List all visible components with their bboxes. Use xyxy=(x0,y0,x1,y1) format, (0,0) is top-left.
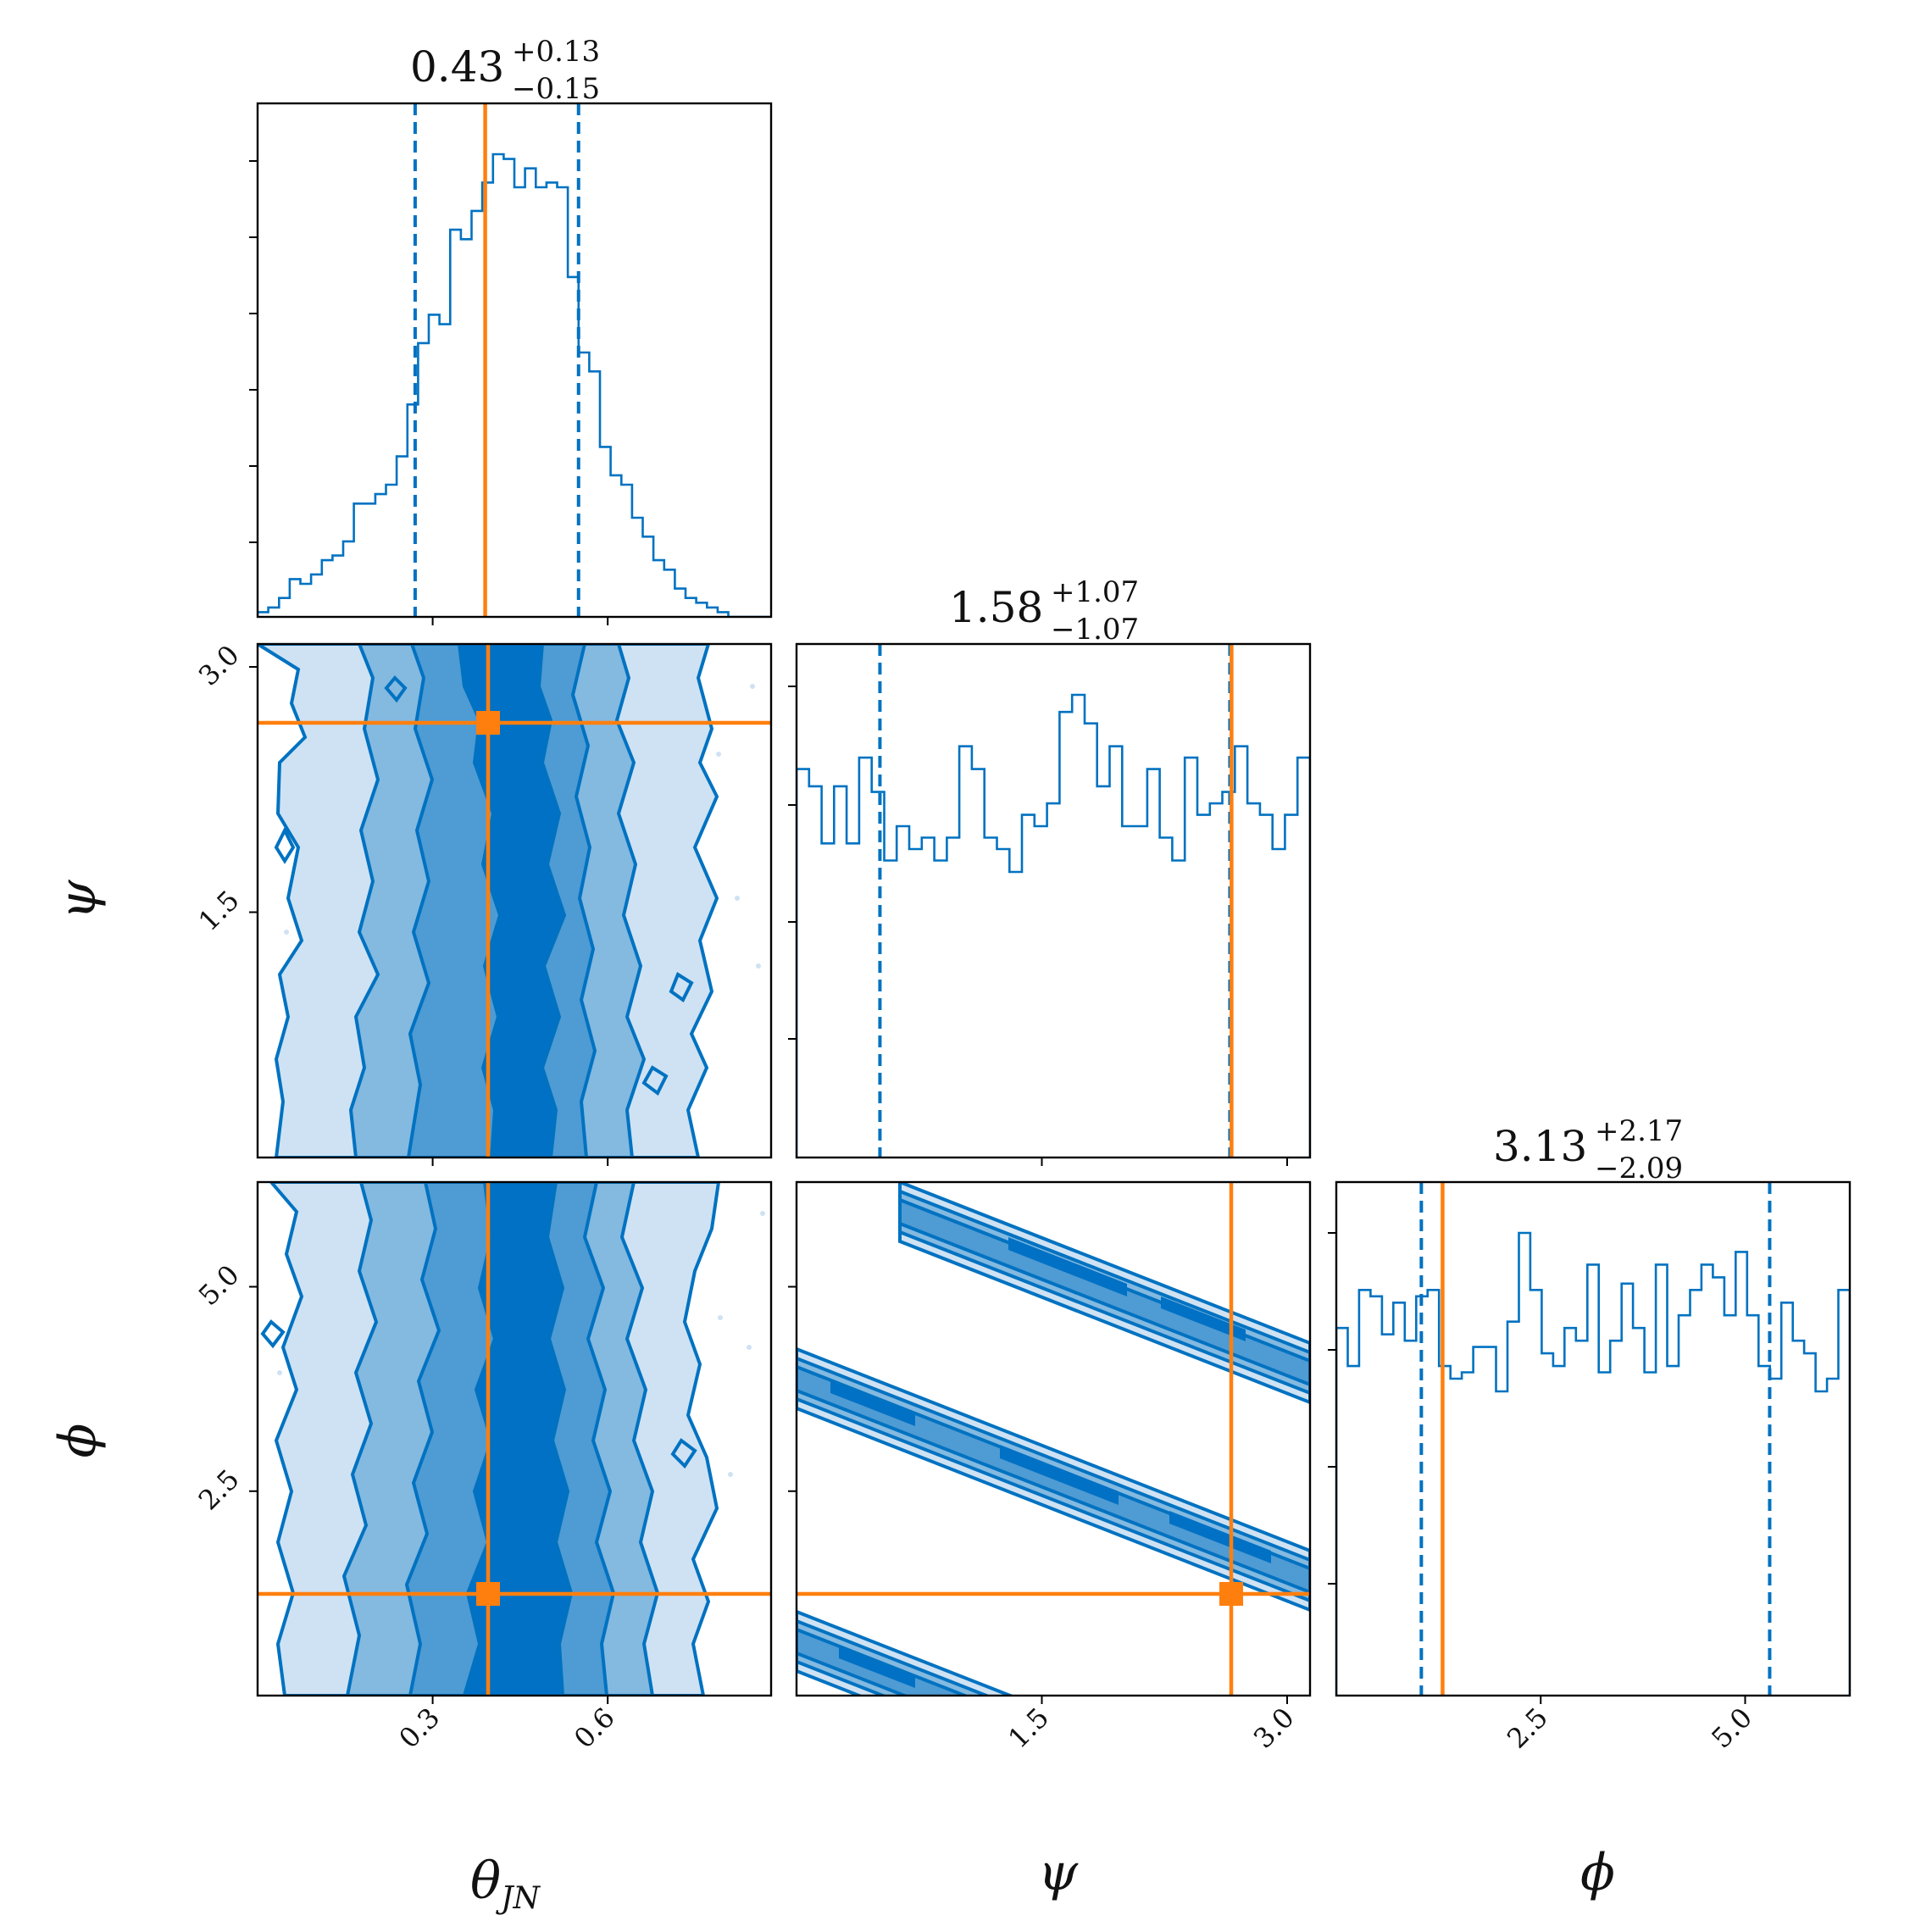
histogram-psi xyxy=(797,693,1310,1158)
title-minus-theta-jn: −0.15 xyxy=(512,72,600,106)
title-median-theta-jn: 0.43 xyxy=(410,42,504,92)
scatter-points xyxy=(284,684,761,1113)
title-phi: 3.13 +2.17 −2.09 xyxy=(1493,1114,1683,1185)
xtick-label-theta_jn: 0.6 xyxy=(568,1702,621,1755)
axes-frame-theta-jn-phi xyxy=(256,1180,773,1697)
xlabel-psi: ψ xyxy=(1038,1843,1079,1902)
histogram-phi xyxy=(1336,1231,1850,1696)
title-plus-theta-jn: +0.13 xyxy=(512,35,600,69)
truth-marker xyxy=(1219,1582,1243,1606)
ytick-label-phi: 2.5 xyxy=(192,1463,246,1517)
ytick-label-psi: 3.0 xyxy=(192,639,246,692)
histogram-theta-jn xyxy=(258,153,771,617)
truth-marker xyxy=(476,711,500,735)
band-lower xyxy=(797,1609,1015,1696)
title-plus-phi: +2.17 xyxy=(1595,1114,1683,1148)
band-middle xyxy=(797,1346,1310,1613)
axes-frame-psi-hist xyxy=(795,642,1312,1159)
title-median-phi: 3.13 xyxy=(1493,1122,1587,1171)
title-median-psi: 1.58 xyxy=(949,583,1043,632)
title-theta-jn: 0.43 +0.13 −0.15 xyxy=(410,35,600,106)
hist-panel-theta-jn xyxy=(258,103,771,617)
ytick-label-psi: 1.5 xyxy=(192,884,246,937)
ylabel-phi: ϕ xyxy=(48,1424,108,1458)
title-minus-psi: −1.07 xyxy=(1051,613,1139,647)
title-plus-psi: +1.07 xyxy=(1051,575,1139,609)
axes-frame-phi-hist xyxy=(1335,1180,1852,1697)
ytick-label-phi: 5.0 xyxy=(192,1258,246,1312)
contour-level-core xyxy=(462,1182,574,1696)
hist-panel-phi xyxy=(1336,1182,1850,1696)
band-upper xyxy=(898,1182,1310,1405)
contour-panel-theta-jn-psi xyxy=(258,644,771,1158)
contour-panel-theta-jn-phi xyxy=(258,1182,771,1696)
ylabel-psi: ψ xyxy=(48,880,108,920)
hist-yticks xyxy=(249,160,1336,1585)
xlabel-phi: ϕ xyxy=(1580,1843,1615,1902)
xtick-label-phi: 5.0 xyxy=(1705,1702,1758,1755)
xlabel-theta-jn: θJN xyxy=(470,1852,541,1916)
axes-frame-theta-jn-hist xyxy=(256,102,773,619)
axes-frame-theta-jn-psi xyxy=(256,642,773,1159)
xtick-label-phi: 2.5 xyxy=(1501,1702,1554,1755)
title-minus-phi: −2.09 xyxy=(1595,1152,1683,1185)
contour-level-core xyxy=(457,644,567,1158)
hist-panel-psi xyxy=(797,644,1310,1158)
contour-panel-psi-phi xyxy=(797,1182,1310,1696)
axes-frame-psi-phi xyxy=(795,1180,1312,1697)
title-psi: 1.58 +1.07 −1.07 xyxy=(949,575,1139,647)
xtick-label-theta_jn: 0.3 xyxy=(392,1702,446,1755)
xtick-label-psi: 3.0 xyxy=(1247,1702,1301,1755)
xtick-label-psi: 1.5 xyxy=(1002,1702,1055,1755)
truth-marker xyxy=(476,1582,500,1606)
